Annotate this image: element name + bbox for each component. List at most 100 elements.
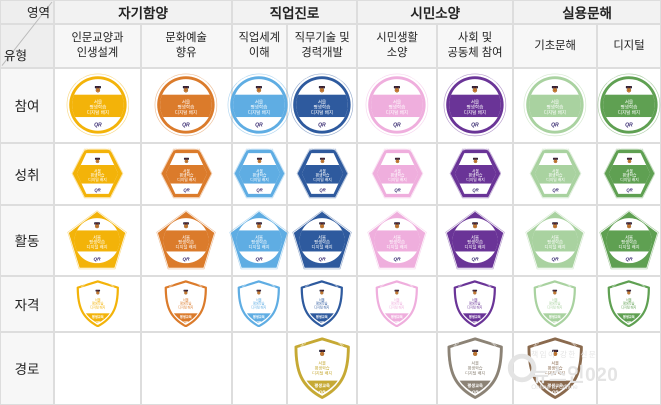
svg-text:평생학습: 평생학습 [548,173,562,178]
svg-text:서울: 서울 [626,297,632,302]
svg-text:디지털 배지: 디지털 배지 [547,304,562,309]
svg-text:평생학습: 평생학습 [180,301,192,306]
svg-text:QR: QR [471,123,479,129]
svg-text:디지털 배지: 디지털 배지 [312,244,333,251]
svg-text:서울: 서울 [183,297,189,302]
svg-text:QR: QR [319,188,326,193]
svg-text:서울: 서울 [256,169,263,174]
svg-text:QR: QR [472,188,479,193]
svg-text:디지털 배지: 디지털 배지 [545,244,566,251]
svg-text:디지털 배지: 디지털 배지 [386,109,408,116]
svg-text:QR: QR [552,188,559,193]
svg-text:QR: QR [257,320,263,324]
svg-text:디지털 배지: 디지털 배지 [544,109,566,116]
svg-text:QR: QR [320,320,326,324]
svg-text:QR: QR [552,257,560,263]
svg-text:서울: 서울 [394,297,400,302]
svg-text:디지털 배지: 디지털 배지 [618,244,639,251]
svg-text:QR: QR [255,123,263,129]
svg-text:서울: 서울 [394,169,401,174]
svg-text:디지털 배지: 디지털 배지 [177,177,196,182]
svg-text:서울: 서울 [471,360,479,366]
svg-text:평생학습: 평생학습 [179,173,193,178]
svg-text:QR: QR [94,123,102,129]
svg-text:평생학습: 평생학습 [316,301,328,306]
svg-text:디지털 배지: 디지털 배지 [90,304,105,309]
svg-text:디지털 배지: 디지털 배지 [312,370,332,376]
svg-text:QR: QR [395,320,401,324]
svg-text:서울: 서울 [318,360,326,366]
svg-text:평생교육: 평생교육 [391,314,403,319]
svg-text:디지털 배지: 디지털 배지 [620,177,639,182]
svg-text:평생학습: 평생학습 [469,301,481,306]
svg-text:서울: 서울 [472,297,478,302]
svg-text:QR: QR [625,123,633,129]
svg-text:QR: QR [319,257,327,263]
svg-text:디지털 배지: 디지털 배지 [466,177,485,182]
svg-text:디지털 배지: 디지털 배지 [250,177,269,182]
svg-text:평생학습: 평생학습 [467,365,482,371]
svg-text:디지털 배지: 디지털 배지 [464,109,486,116]
svg-text:QR: QR [183,188,190,193]
svg-text:평생학습: 평생학습 [390,173,404,178]
svg-text:서울: 서울 [183,169,190,174]
svg-text:디지털 배지: 디지털 배지 [252,304,267,309]
svg-text:서울: 서울 [319,169,326,174]
svg-text:QR: QR [95,320,101,324]
svg-text:평생교육: 평생교육 [549,314,561,319]
svg-text:디지털 배지: 디지털 배지 [313,177,332,182]
svg-text:디지털 배지: 디지털 배지 [388,177,407,182]
svg-text:디지털 배지: 디지털 배지 [248,109,270,116]
svg-text:서울: 서울 [552,297,558,302]
svg-text:평생학습: 평생학습 [91,173,105,178]
svg-text:디지털 배지: 디지털 배지 [621,304,636,309]
svg-text:QR: QR [551,123,559,129]
svg-text:디지털 배지: 디지털 배지 [179,304,194,309]
svg-text:디지털 배지: 디지털 배지 [387,244,408,251]
svg-text:평생학습: 평생학습 [622,173,636,178]
svg-text:QR: QR [394,188,401,193]
svg-text:QR: QR [319,390,326,395]
svg-text:QR: QR [553,320,559,324]
svg-text:디지털 배지: 디지털 배지 [86,109,108,116]
svg-text:QR: QR [472,390,479,395]
svg-text:디지털 배지: 디지털 배지 [176,244,197,251]
svg-text:평생학습: 평생학습 [623,301,635,306]
svg-text:디지털 배지: 디지털 배지 [249,244,270,251]
svg-text:서울: 서울 [319,297,325,302]
svg-text:서울: 서울 [94,169,101,174]
svg-text:디지털 배지: 디지털 배지 [546,177,565,182]
svg-text:디지털 배지: 디지털 배지 [87,244,108,251]
svg-text:QR: QR [627,320,633,324]
svg-text:평생학습: 평생학습 [391,301,403,306]
svg-text:디지털 배지: 디지털 배지 [465,370,485,376]
svg-text:디지털 배지: 디지털 배지 [389,304,404,309]
svg-text:서울: 서울 [95,297,101,302]
svg-text:QR: QR [626,188,633,193]
svg-text:평생교육: 평생교육 [253,314,265,319]
svg-text:디지털 배지: 디지털 배지 [88,177,107,182]
svg-text:평생학습: 평생학습 [92,301,104,306]
svg-text:QR: QR [183,257,191,263]
svg-text:평생교육: 평생교육 [314,382,330,389]
svg-text:서울: 서울 [472,169,479,174]
svg-text:QR: QR [318,123,326,129]
svg-text:평생교육: 평생교육 [180,314,192,319]
svg-text:평생학습: 평생학습 [315,173,329,178]
svg-text:서울: 서울 [626,169,633,174]
svg-text:디지털 배지: 디지털 배지 [311,109,333,116]
svg-text:서울: 서울 [552,169,559,174]
svg-text:디지털 배지: 디지털 배지 [618,109,640,116]
svg-text:QR: QR [625,257,633,263]
svg-text:서울: 서울 [256,297,262,302]
svg-text:평생학습: 평생학습 [315,365,330,371]
svg-text:QR: QR [473,320,479,324]
svg-text:평생교육: 평생교육 [469,314,481,319]
svg-text:QR: QR [393,123,401,129]
svg-text:QR: QR [471,257,479,263]
svg-text:디지털 배지: 디지털 배지 [464,244,485,251]
svg-text:평생교육: 평생교육 [92,314,104,319]
svg-text:평생학습: 평생학습 [468,173,482,178]
svg-text:평생학습: 평생학습 [252,173,266,178]
svg-text:평생교육: 평생교육 [467,382,483,389]
